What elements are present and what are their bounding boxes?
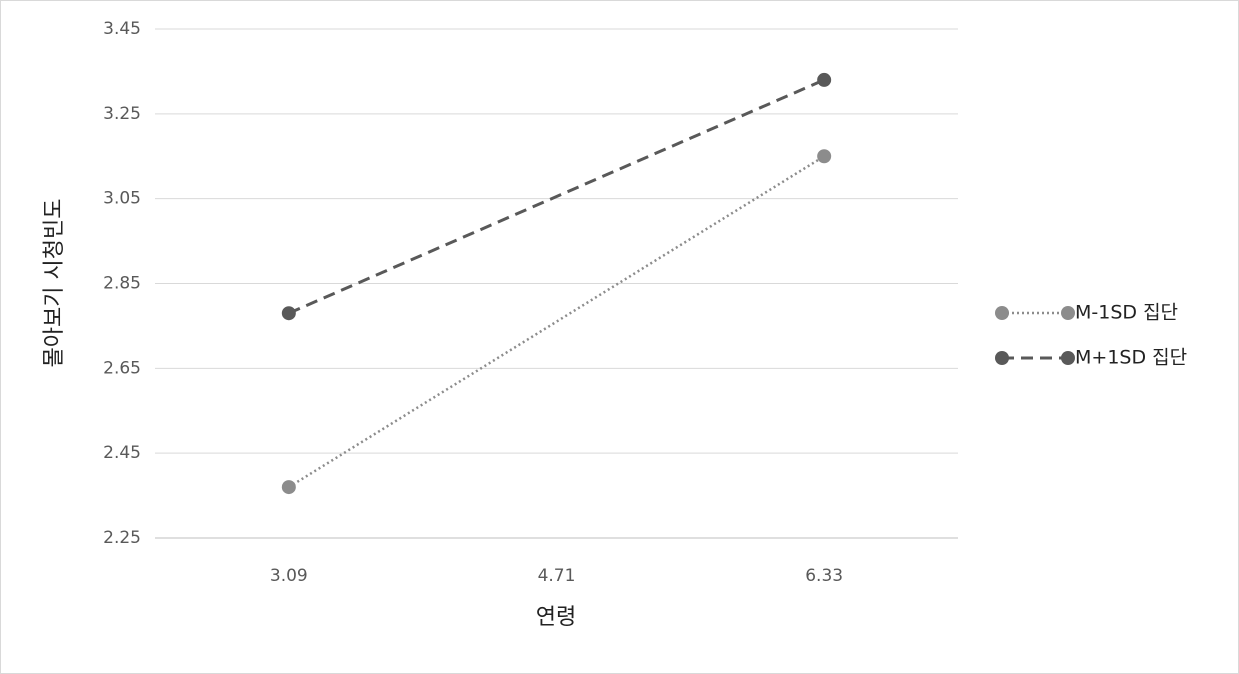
legend-marker <box>995 306 1009 320</box>
y-tick-label: 3.25 <box>103 104 141 124</box>
x-tick-label: 3.09 <box>270 566 308 586</box>
data-point <box>281 306 296 321</box>
legend-label: M-1SD 집단 <box>1075 302 1178 324</box>
y-tick-label: 3.05 <box>103 189 141 209</box>
series-line <box>288 78 825 315</box>
y-tick-label: 2.65 <box>103 358 141 378</box>
y-tick-label: 2.25 <box>103 528 141 548</box>
legend-marker <box>1061 306 1075 320</box>
y-tick-label: 2.45 <box>103 443 141 463</box>
x-tick-label: 4.71 <box>538 566 576 586</box>
data-point <box>817 149 832 164</box>
x-tick-label: 6.33 <box>805 566 843 586</box>
y-axis-title: 몰아보기 시청빈도 <box>42 199 67 368</box>
legend-marker <box>995 351 1009 365</box>
y-tick-label: 3.45 <box>103 19 141 39</box>
data-point <box>281 480 296 495</box>
legend-marker <box>1061 351 1075 365</box>
legend-label: M+1SD 집단 <box>1075 347 1187 369</box>
x-axis-title: 연령 <box>536 605 576 630</box>
y-tick-label: 2.85 <box>103 274 141 294</box>
data-point <box>817 72 832 87</box>
